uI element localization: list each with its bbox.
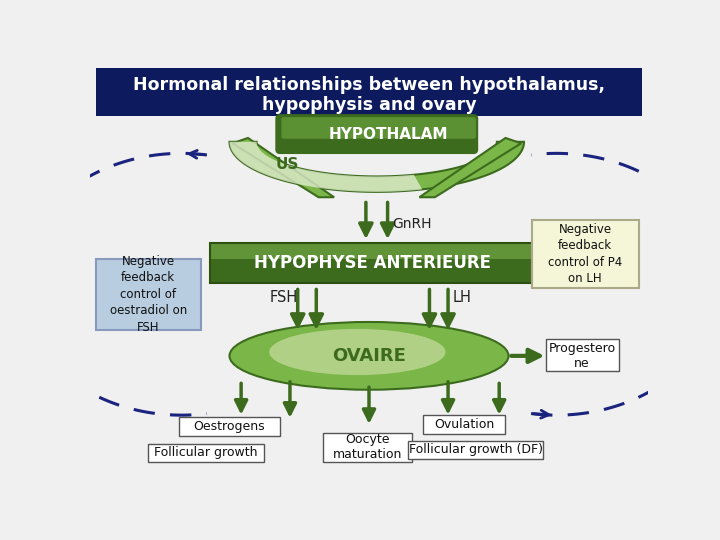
Bar: [210, 244, 536, 284]
Polygon shape: [233, 138, 334, 197]
Polygon shape: [230, 142, 422, 192]
Text: Ovulation: Ovulation: [434, 418, 494, 431]
Bar: [408, 441, 544, 459]
Bar: [546, 339, 619, 372]
Ellipse shape: [230, 322, 508, 390]
Text: Follicular growth (DF): Follicular growth (DF): [408, 443, 543, 456]
Text: Oocyte
maturation: Oocyte maturation: [333, 434, 402, 462]
Polygon shape: [419, 138, 521, 197]
Text: US: US: [276, 157, 300, 172]
Text: LH: LH: [453, 290, 472, 305]
Text: Progestero
ne: Progestero ne: [549, 342, 616, 370]
Text: Follicular growth: Follicular growth: [155, 447, 258, 460]
Text: Negative
feedback
control of P4
on LH: Negative feedback control of P4 on LH: [548, 223, 622, 286]
Text: HYPOTHALAM: HYPOTHALAM: [328, 127, 448, 143]
Bar: [423, 415, 505, 434]
Text: FSH: FSH: [269, 290, 298, 305]
Text: hypophysis and ovary: hypophysis and ovary: [261, 96, 477, 114]
Text: OVAIRE: OVAIRE: [332, 347, 406, 365]
Bar: [323, 433, 412, 462]
FancyBboxPatch shape: [282, 117, 476, 139]
Text: GnRH: GnRH: [392, 217, 432, 231]
Bar: [210, 244, 536, 259]
Text: Oestrogens: Oestrogens: [194, 420, 265, 433]
FancyBboxPatch shape: [276, 115, 477, 153]
Bar: [96, 68, 642, 116]
Ellipse shape: [269, 329, 446, 375]
Bar: [148, 444, 264, 462]
Text: Hormonal relationships between hypothalamus,: Hormonal relationships between hypothala…: [133, 76, 605, 94]
Bar: [96, 259, 201, 330]
Bar: [179, 417, 280, 436]
Bar: [532, 220, 639, 288]
Bar: [210, 244, 536, 284]
Text: Negative
feedback
control of
oestradiol on
FSH: Negative feedback control of oestradiol …: [109, 255, 186, 334]
Text: HYPOPHYSE ANTERIEURE: HYPOPHYSE ANTERIEURE: [254, 254, 491, 273]
Polygon shape: [230, 142, 524, 192]
